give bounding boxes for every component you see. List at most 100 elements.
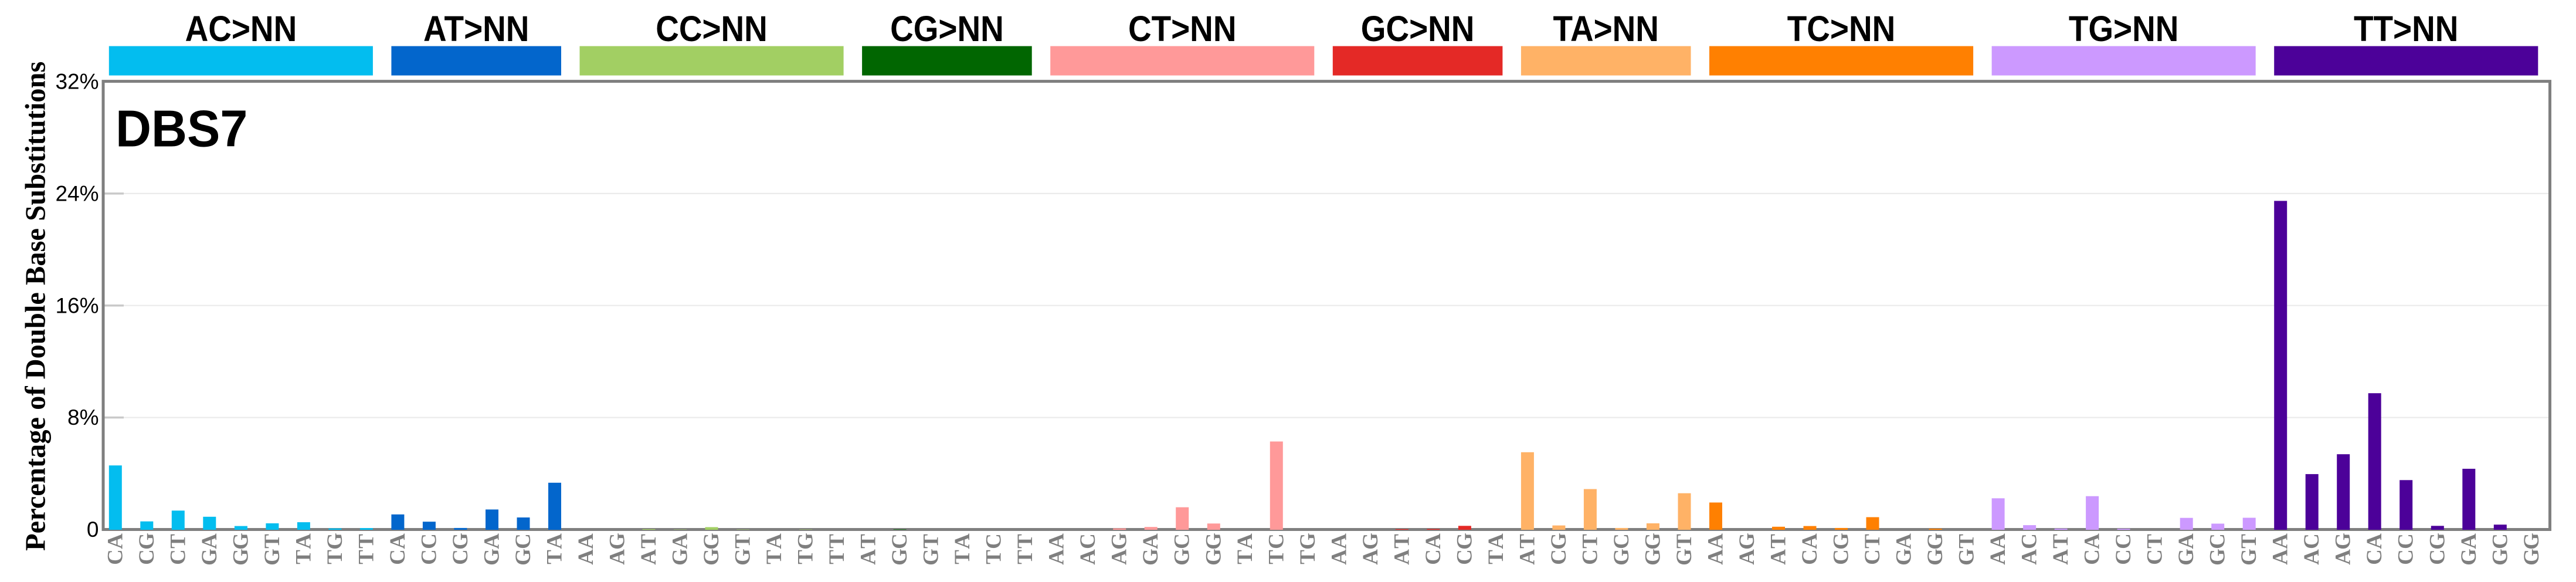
svg-text:G: G bbox=[606, 533, 630, 550]
svg-text:T: T bbox=[1233, 550, 1257, 564]
svg-text:C: C bbox=[2394, 533, 2418, 549]
svg-text:G: G bbox=[1170, 549, 1194, 566]
svg-text:TG>NN: TG>NN bbox=[2069, 9, 2179, 49]
svg-text:A: A bbox=[2331, 549, 2356, 565]
svg-text:A: A bbox=[2081, 533, 2105, 549]
svg-text:G: G bbox=[1108, 533, 1132, 550]
svg-text:C: C bbox=[1861, 549, 1885, 565]
svg-text:G: G bbox=[1452, 533, 1477, 550]
svg-text:G: G bbox=[1955, 549, 1979, 566]
svg-text:A: A bbox=[2049, 549, 2073, 565]
svg-text:G: G bbox=[2206, 549, 2230, 566]
svg-text:A: A bbox=[1045, 549, 1069, 565]
svg-text:T: T bbox=[951, 550, 975, 564]
svg-text:TT>NN: TT>NN bbox=[2354, 9, 2458, 49]
svg-text:G: G bbox=[511, 549, 535, 566]
svg-text:G: G bbox=[2457, 549, 2481, 566]
svg-text:A: A bbox=[1704, 533, 1728, 549]
svg-text:A: A bbox=[2269, 533, 2293, 549]
svg-text:A: A bbox=[668, 533, 693, 549]
svg-text:T: T bbox=[1390, 534, 1414, 549]
svg-text:A: A bbox=[2269, 549, 2293, 565]
svg-text:T: T bbox=[794, 550, 818, 564]
svg-text:A: A bbox=[1045, 533, 1069, 549]
svg-text:A: A bbox=[291, 533, 315, 549]
svg-text:C: C bbox=[982, 533, 1006, 549]
svg-text:T: T bbox=[731, 534, 755, 549]
svg-text:G: G bbox=[229, 533, 253, 550]
svg-text:A: A bbox=[1515, 549, 1539, 565]
svg-text:A: A bbox=[1798, 533, 1822, 549]
svg-text:G: G bbox=[198, 549, 222, 566]
svg-text:G: G bbox=[2237, 549, 2261, 566]
svg-text:C: C bbox=[2206, 533, 2230, 549]
svg-text:A: A bbox=[103, 533, 127, 549]
svg-text:G: G bbox=[700, 533, 724, 550]
svg-text:C: C bbox=[417, 549, 441, 565]
svg-text:G: G bbox=[135, 533, 159, 550]
svg-text:A: A bbox=[1327, 549, 1351, 565]
svg-text:T: T bbox=[2143, 534, 2167, 549]
svg-text:G: G bbox=[1296, 533, 1320, 550]
svg-text:A: A bbox=[637, 549, 661, 565]
svg-text:C: C bbox=[2112, 533, 2136, 549]
svg-text:C: C bbox=[1264, 533, 1288, 549]
svg-text:A: A bbox=[606, 549, 630, 565]
svg-text:G: G bbox=[700, 549, 724, 566]
svg-text:GC>NN: GC>NN bbox=[1361, 9, 1475, 49]
svg-text:T: T bbox=[1484, 550, 1508, 564]
svg-text:A: A bbox=[951, 533, 975, 549]
svg-text:T: T bbox=[260, 534, 284, 549]
svg-text:AC>NN: AC>NN bbox=[185, 9, 297, 49]
svg-text:C: C bbox=[2363, 549, 2387, 565]
svg-text:G: G bbox=[1641, 533, 1665, 550]
svg-text:C: C bbox=[449, 549, 473, 565]
svg-text:A: A bbox=[1421, 533, 1445, 549]
svg-text:CT>NN: CT>NN bbox=[1128, 9, 1236, 49]
svg-text:T: T bbox=[982, 550, 1006, 564]
svg-text:G: G bbox=[1923, 533, 1947, 550]
svg-text:A: A bbox=[1327, 533, 1351, 549]
svg-text:T: T bbox=[291, 550, 315, 564]
svg-text:A: A bbox=[762, 533, 786, 549]
svg-text:C: C bbox=[1076, 533, 1100, 549]
svg-text:G: G bbox=[229, 549, 253, 566]
svg-text:G: G bbox=[1672, 549, 1696, 566]
svg-text:A: A bbox=[198, 533, 222, 549]
svg-text:A: A bbox=[1986, 549, 2010, 565]
svg-text:T: T bbox=[1861, 534, 1885, 549]
svg-text:G: G bbox=[480, 549, 504, 566]
svg-text:A: A bbox=[1735, 549, 1759, 565]
svg-text:T: T bbox=[825, 534, 849, 549]
svg-text:TA>NN: TA>NN bbox=[1553, 9, 1658, 49]
svg-text:G: G bbox=[668, 549, 693, 566]
svg-text:AT>NN: AT>NN bbox=[423, 9, 529, 49]
svg-text:C: C bbox=[2018, 533, 2042, 549]
svg-text:C: C bbox=[1452, 549, 1477, 565]
svg-text:C: C bbox=[1830, 549, 1854, 565]
svg-text:CG>NN: CG>NN bbox=[890, 9, 1004, 49]
svg-text:C: C bbox=[1547, 549, 1571, 565]
svg-text:A: A bbox=[574, 533, 598, 549]
svg-text:A: A bbox=[1139, 533, 1163, 549]
svg-text:C: C bbox=[1798, 549, 1822, 565]
svg-text:G: G bbox=[794, 533, 818, 550]
svg-text:T: T bbox=[825, 550, 849, 564]
svg-text:C: C bbox=[135, 549, 159, 565]
svg-text:32%: 32% bbox=[55, 70, 99, 94]
svg-text:A: A bbox=[2363, 533, 2387, 549]
svg-text:C: C bbox=[417, 533, 441, 549]
svg-text:A: A bbox=[386, 533, 410, 549]
svg-text:T: T bbox=[637, 534, 661, 549]
svg-text:A: A bbox=[2174, 533, 2198, 549]
svg-text:A: A bbox=[1076, 549, 1100, 565]
svg-text:G: G bbox=[2331, 533, 2356, 550]
svg-text:G: G bbox=[1359, 533, 1383, 550]
svg-text:T: T bbox=[919, 534, 943, 549]
svg-text:C: C bbox=[2300, 533, 2324, 549]
svg-text:G: G bbox=[323, 533, 347, 550]
svg-text:A: A bbox=[1986, 533, 2010, 549]
svg-text:16%: 16% bbox=[55, 293, 99, 317]
svg-text:C: C bbox=[2394, 549, 2418, 565]
svg-text:G: G bbox=[1202, 549, 1226, 566]
